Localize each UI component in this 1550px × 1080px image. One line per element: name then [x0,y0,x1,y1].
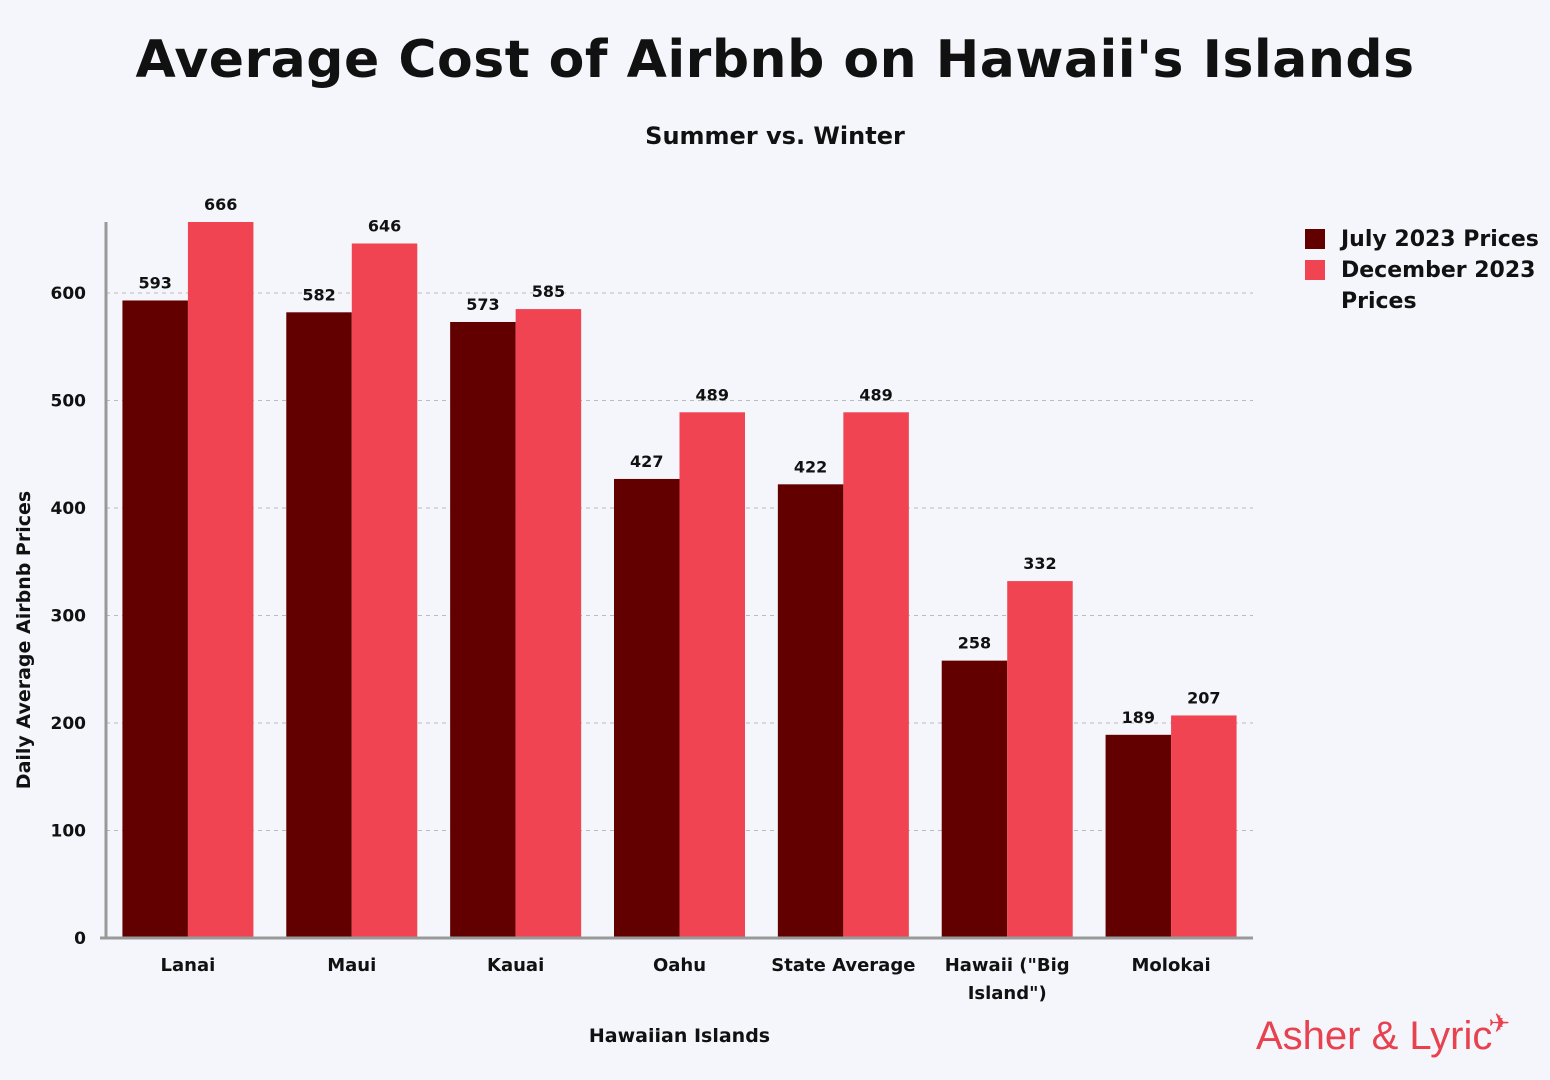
y-tick-label: 600 [51,284,87,304]
x-tick-label: Maui [327,955,376,976]
x-tick-label: Kauai [487,955,544,976]
bar-december [187,222,254,938]
chart-legend: July 2023 Prices December 2023 Prices [1305,224,1545,317]
bar-july [777,484,844,938]
data-label-december: 646 [368,217,401,236]
legend-item-july[interactable]: July 2023 Prices [1305,224,1545,255]
bar-december [1171,715,1237,938]
airplane-icon: ✈ [1488,1008,1511,1038]
x-tick-label: Island") [968,983,1047,1004]
data-label-july: 258 [958,634,991,653]
data-label-july: 593 [138,273,171,292]
x-tick-label: Oahu [653,955,706,976]
y-tick-label: 0 [74,929,86,949]
bar-july [941,660,1008,938]
bar-december [1007,581,1073,938]
x-axis-title: Hawaiian Islands [589,1025,770,1047]
bar-july [450,321,516,938]
y-tick-label: 200 [51,714,87,734]
chart-subtitle: Summer vs. Winter [645,122,905,150]
data-label-july: 427 [630,452,663,471]
bar-july [286,312,352,939]
data-label-july: 189 [1122,708,1155,727]
data-label-july: 573 [466,295,499,314]
legend-swatch-july [1305,229,1325,249]
data-label-december: 666 [204,195,237,214]
x-tick-label: State Average [771,955,915,976]
y-tick-label: 400 [51,499,87,519]
y-tick-label: 500 [51,391,87,411]
data-label-december: 489 [859,385,892,404]
x-tick-label: Molokai [1132,955,1211,976]
bar-july [614,478,680,938]
y-tick-label: 100 [51,821,87,841]
bar-december [679,412,745,938]
bar-december [843,412,909,938]
bar-july [1105,734,1172,938]
legend-label-december: December 2023 Prices [1341,258,1536,314]
brand-text: Asher & Lyric [1256,1014,1493,1058]
data-label-july: 582 [302,285,335,304]
bar-december [351,243,418,939]
y-tick-label: 300 [51,606,87,626]
legend-swatch-december [1305,260,1325,280]
legend-label-july: July 2023 Prices [1341,227,1539,252]
data-label-december: 585 [532,282,565,301]
x-tick-label: Hawaii ("Big [945,955,1070,976]
chart-title: Average Cost of Airbnb on Hawaii's Islan… [135,30,1415,90]
data-label-july: 422 [794,457,827,476]
bar-december [515,309,582,939]
data-label-december: 207 [1187,688,1220,707]
legend-item-december[interactable]: December 2023 Prices [1305,255,1545,317]
data-label-december: 332 [1023,554,1056,573]
bar-july [122,300,188,938]
brand-logo: Asher & Lyric✈ [1256,1008,1510,1059]
x-tick-label: Lanai [161,955,216,976]
data-label-december: 489 [696,385,729,404]
y-axis-title: Daily Average Airbnb Prices [13,491,35,789]
